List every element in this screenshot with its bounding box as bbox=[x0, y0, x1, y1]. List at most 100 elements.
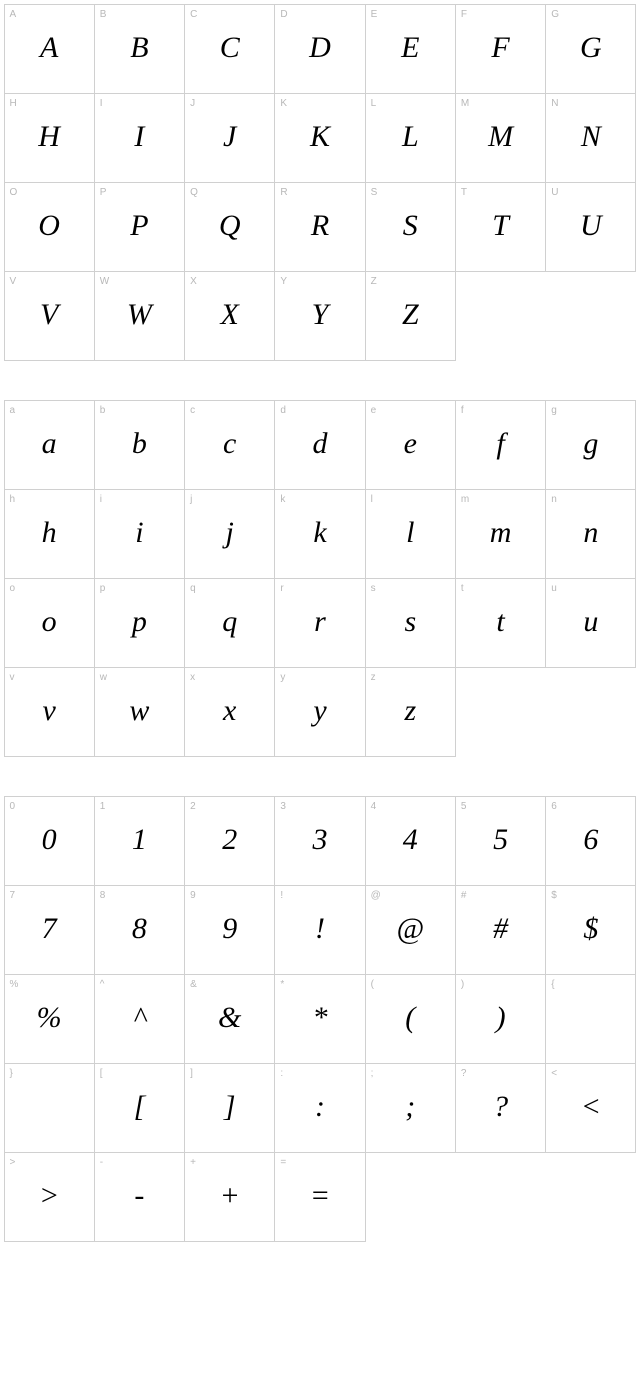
glyph-cell[interactable]: tt bbox=[455, 578, 546, 668]
glyph-cell[interactable]: 33 bbox=[274, 796, 365, 886]
glyph-cell-glyph: & bbox=[185, 1001, 274, 1035]
glyph-cell[interactable]: AA bbox=[4, 4, 95, 94]
glyph-cell[interactable]: HH bbox=[4, 93, 95, 183]
glyph-cell[interactable]: 88 bbox=[94, 885, 185, 975]
glyph-cell[interactable]: JJ bbox=[184, 93, 275, 183]
glyph-cell[interactable]: jj bbox=[184, 489, 275, 579]
glyph-cell-glyph: p bbox=[95, 605, 184, 639]
glyph-cell[interactable]: == bbox=[274, 1152, 365, 1242]
glyph-cell[interactable]: WW bbox=[94, 271, 185, 361]
glyph-cell[interactable]: mm bbox=[455, 489, 546, 579]
glyph-cell[interactable]: ee bbox=[365, 400, 456, 490]
glyph-cell[interactable]: YY bbox=[274, 271, 365, 361]
glyph-cell[interactable]: && bbox=[184, 974, 275, 1064]
glyph-cell-glyph: N bbox=[546, 120, 635, 154]
glyph-cell-label: e bbox=[371, 405, 377, 416]
glyph-cell[interactable]: EE bbox=[365, 4, 456, 94]
glyph-cell[interactable]: II bbox=[94, 93, 185, 183]
glyph-cell[interactable]: BB bbox=[94, 4, 185, 94]
glyph-cell[interactable]: cc bbox=[184, 400, 275, 490]
glyph-cell[interactable]: ## bbox=[455, 885, 546, 975]
glyph-cell-glyph: D bbox=[275, 31, 364, 65]
glyph-cell[interactable]: RR bbox=[274, 182, 365, 272]
glyph-cell[interactable]: 66 bbox=[545, 796, 636, 886]
glyph-cell[interactable]: uu bbox=[545, 578, 636, 668]
glyph-cell[interactable]: aa bbox=[4, 400, 95, 490]
glyph-cell[interactable]: NN bbox=[545, 93, 636, 183]
glyph-cell-label: H bbox=[10, 98, 17, 109]
glyph-cell[interactable]: XX bbox=[184, 271, 275, 361]
glyph-cell-label: x bbox=[190, 672, 195, 683]
glyph-cell[interactable]: DD bbox=[274, 4, 365, 94]
glyph-cell[interactable]: dd bbox=[274, 400, 365, 490]
glyph-cell[interactable]: LL bbox=[365, 93, 456, 183]
glyph-cell[interactable]: 99 bbox=[184, 885, 275, 975]
glyph-cell[interactable]: CC bbox=[184, 4, 275, 94]
glyph-cell[interactable]: )) bbox=[455, 974, 546, 1064]
glyph-cell[interactable]: GG bbox=[545, 4, 636, 94]
glyph-cell[interactable]: 00 bbox=[4, 796, 95, 886]
glyph-cell[interactable]: ++ bbox=[184, 1152, 275, 1242]
glyph-cell[interactable]: TT bbox=[455, 182, 546, 272]
glyph-cell-label: J bbox=[190, 98, 195, 109]
glyph-cell[interactable]: ZZ bbox=[365, 271, 456, 361]
glyph-cell[interactable]: ** bbox=[274, 974, 365, 1064]
glyph-cell[interactable]: MM bbox=[455, 93, 546, 183]
glyph-cell[interactable]: vv bbox=[4, 667, 95, 757]
glyph-cell[interactable]: $$ bbox=[545, 885, 636, 975]
glyph-cell[interactable]: !! bbox=[274, 885, 365, 975]
glyph-cell-empty bbox=[545, 1152, 636, 1242]
glyph-cell-glyph: O bbox=[5, 209, 94, 243]
glyph-cell[interactable]: ii bbox=[94, 489, 185, 579]
glyph-cell[interactable]: qq bbox=[184, 578, 275, 668]
glyph-cell[interactable]: hh bbox=[4, 489, 95, 579]
glyph-cell[interactable]: gg bbox=[545, 400, 636, 490]
glyph-cell[interactable]: ww bbox=[94, 667, 185, 757]
glyph-cell[interactable]: :: bbox=[274, 1063, 365, 1153]
glyph-cell[interactable]: FF bbox=[455, 4, 546, 94]
glyph-cell[interactable]: SS bbox=[365, 182, 456, 272]
glyph-cell[interactable]: kk bbox=[274, 489, 365, 579]
glyph-cell[interactable]: >> bbox=[4, 1152, 95, 1242]
glyph-cell[interactable]: oo bbox=[4, 578, 95, 668]
glyph-cell[interactable]: bb bbox=[94, 400, 185, 490]
glyph-cell[interactable]: } bbox=[4, 1063, 95, 1153]
glyph-cell[interactable]: VV bbox=[4, 271, 95, 361]
glyph-cell[interactable]: ^^ bbox=[94, 974, 185, 1064]
glyph-cell[interactable]: QQ bbox=[184, 182, 275, 272]
glyph-cell[interactable]: 55 bbox=[455, 796, 546, 886]
glyph-cell[interactable]: (( bbox=[365, 974, 456, 1064]
glyph-cell[interactable]: { bbox=[545, 974, 636, 1064]
glyph-cell-glyph: U bbox=[546, 209, 635, 243]
glyph-cell[interactable]: zz bbox=[365, 667, 456, 757]
glyph-cell[interactable]: UU bbox=[545, 182, 636, 272]
glyph-cell[interactable]: 11 bbox=[94, 796, 185, 886]
glyph-cell[interactable]: @@ bbox=[365, 885, 456, 975]
glyph-cell[interactable]: xx bbox=[184, 667, 275, 757]
glyph-cell[interactable]: ll bbox=[365, 489, 456, 579]
glyph-cell[interactable]: 22 bbox=[184, 796, 275, 886]
glyph-cell[interactable]: << bbox=[545, 1063, 636, 1153]
glyph-cell[interactable]: ff bbox=[455, 400, 546, 490]
glyph-cell-label: A bbox=[10, 9, 17, 20]
glyph-cell[interactable]: KK bbox=[274, 93, 365, 183]
glyph-cell[interactable]: yy bbox=[274, 667, 365, 757]
glyph-cell[interactable]: -- bbox=[94, 1152, 185, 1242]
glyph-cell-label: @ bbox=[371, 890, 381, 901]
glyph-cell[interactable]: ss bbox=[365, 578, 456, 668]
glyph-cell[interactable]: %% bbox=[4, 974, 95, 1064]
glyph-cell-empty bbox=[545, 271, 636, 361]
glyph-cell[interactable]: ;; bbox=[365, 1063, 456, 1153]
glyph-cell[interactable]: ]] bbox=[184, 1063, 275, 1153]
glyph-cell[interactable]: 44 bbox=[365, 796, 456, 886]
glyph-cell[interactable]: pp bbox=[94, 578, 185, 668]
glyph-cell[interactable]: OO bbox=[4, 182, 95, 272]
glyph-cell[interactable]: PP bbox=[94, 182, 185, 272]
glyph-cell[interactable]: [[ bbox=[94, 1063, 185, 1153]
glyph-cell-glyph: q bbox=[185, 605, 274, 639]
glyph-cell-label: h bbox=[10, 494, 16, 505]
glyph-cell[interactable]: ?? bbox=[455, 1063, 546, 1153]
glyph-cell[interactable]: rr bbox=[274, 578, 365, 668]
glyph-cell[interactable]: 77 bbox=[4, 885, 95, 975]
glyph-cell[interactable]: nn bbox=[545, 489, 636, 579]
